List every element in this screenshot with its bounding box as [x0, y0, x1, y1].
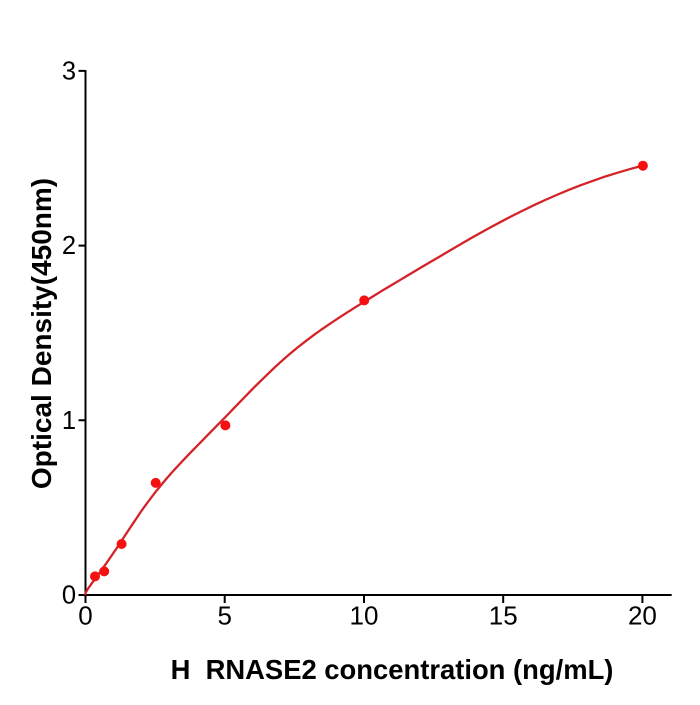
svg-text:10: 10 [350, 601, 379, 631]
svg-text:1: 1 [62, 407, 76, 435]
svg-text:Optical Density(450nm): Optical Density(450nm) [26, 178, 57, 489]
svg-text:20: 20 [628, 601, 657, 631]
svg-text:0: 0 [78, 601, 92, 631]
svg-text:15: 15 [489, 601, 518, 631]
svg-text:2: 2 [62, 232, 76, 260]
svg-text:H RNASE2 concentration (ng/mL: H RNASE2 concentration (ng/mL) [171, 654, 614, 685]
svg-text:0: 0 [62, 582, 76, 610]
svg-text:5: 5 [217, 601, 231, 631]
svg-text:3: 3 [62, 57, 76, 85]
